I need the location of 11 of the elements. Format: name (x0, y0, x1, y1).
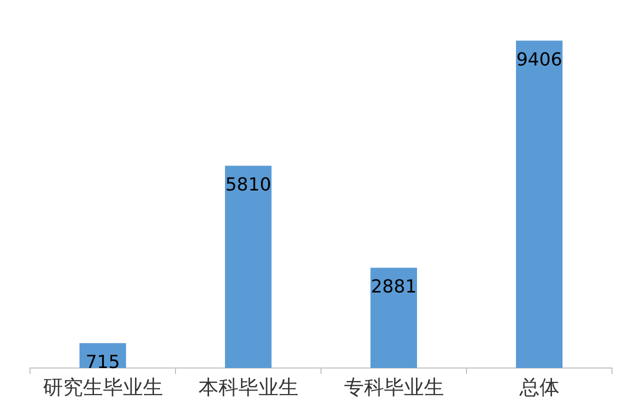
x-tick-label: 研究生毕业生 (42, 375, 163, 400)
x-tick-label: 专科毕业生 (344, 375, 444, 400)
data-label: 9406 (516, 49, 562, 70)
data-label: 2881 (370, 276, 417, 298)
x-tick-label: 本科毕业生 (198, 375, 298, 400)
bar (516, 40, 563, 368)
bar (370, 268, 418, 368)
bar (224, 166, 272, 368)
data-label: 715 (86, 352, 120, 373)
data-label: 5810 (225, 174, 272, 196)
x-tick-label: 总体 (518, 375, 560, 400)
